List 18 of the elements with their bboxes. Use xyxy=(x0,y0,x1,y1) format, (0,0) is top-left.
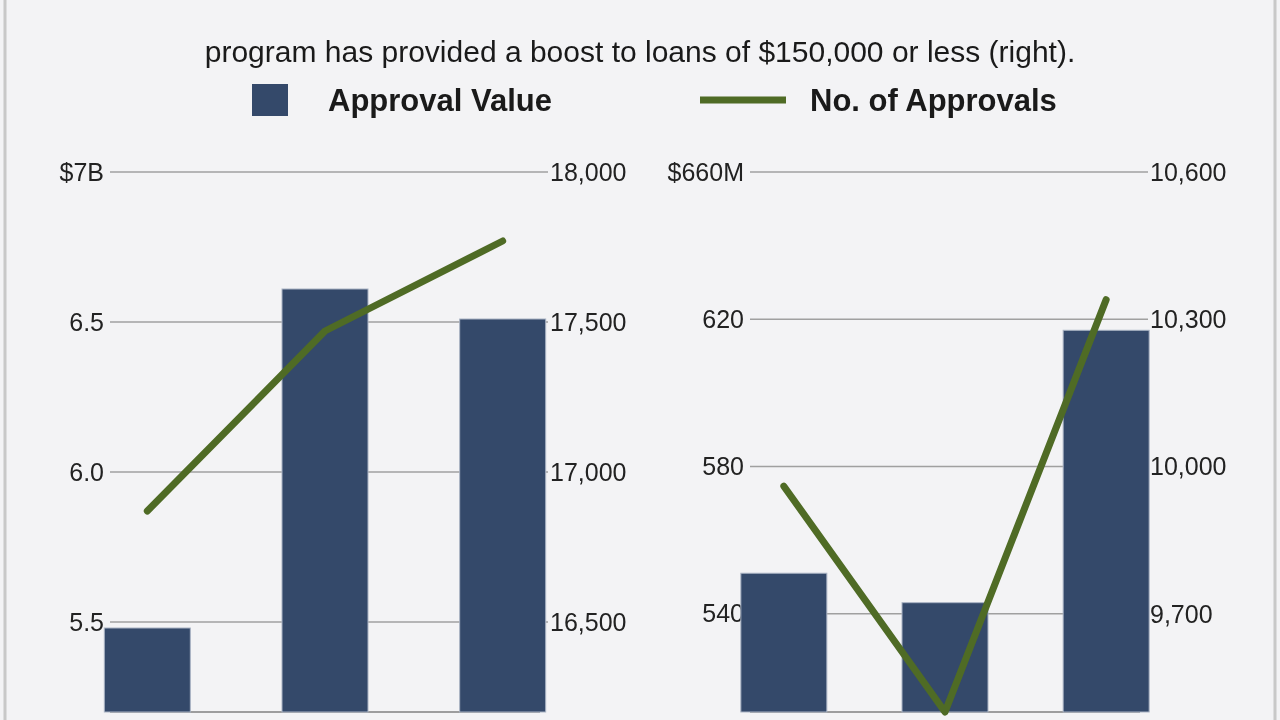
y-tick-label: $7B xyxy=(59,157,104,186)
y2-tick-label: 10,300 xyxy=(1150,305,1227,334)
y-tick-label: 620 xyxy=(702,304,744,333)
y-tick-label: 5.5 xyxy=(69,607,104,636)
y2-tick-label: 17,000 xyxy=(550,457,627,486)
y2-tick-label: 18,000 xyxy=(550,157,627,186)
y2-tick-label: 10,000 xyxy=(1150,452,1227,481)
legend-label: Approval Value xyxy=(328,82,552,118)
y-tick-label: $660M xyxy=(667,157,744,186)
y2-tick-label: 9,700 xyxy=(1150,599,1213,628)
y2-tick-label: 17,500 xyxy=(550,307,627,336)
y-tick-label: 580 xyxy=(702,452,744,481)
text: program has provided a boost to loans of $150,000 or less (right). xyxy=(204,35,1076,68)
y-tick-label: 6.0 xyxy=(69,457,104,486)
y-tick-label: 6.5 xyxy=(69,307,104,336)
legend-label: No. of Approvals xyxy=(810,82,1057,118)
y2-tick-label: 16,500 xyxy=(550,607,627,636)
y2-tick-label: 10,600 xyxy=(1150,157,1227,186)
